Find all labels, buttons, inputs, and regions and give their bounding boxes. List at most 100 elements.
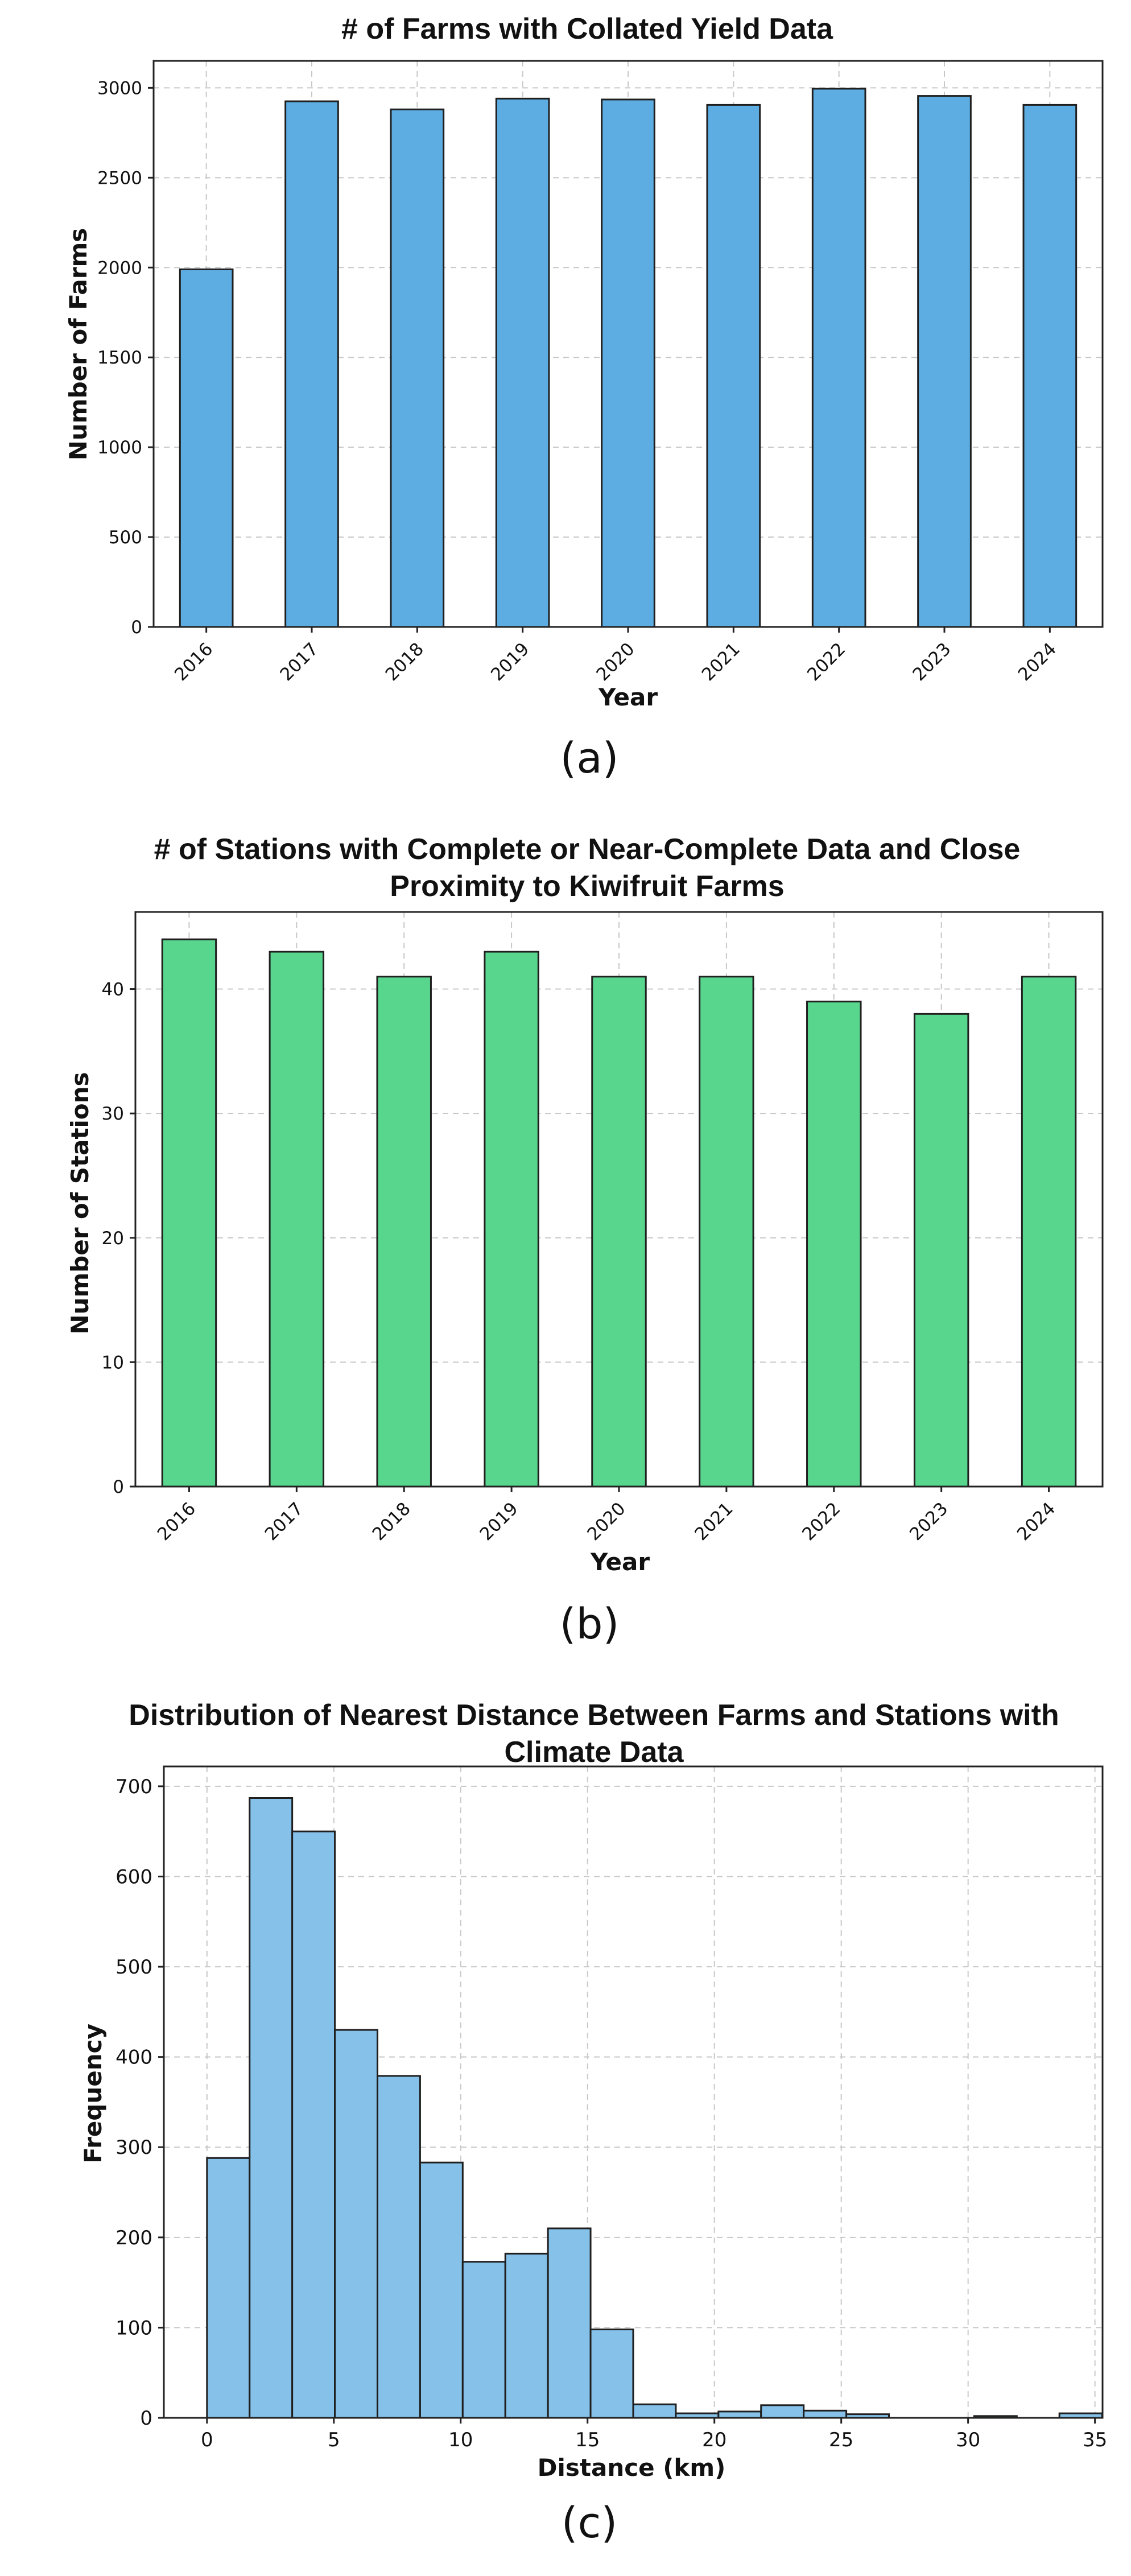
bar-2021	[706, 104, 761, 628]
y-tick-label: 1500	[97, 348, 142, 368]
hist-bin-13	[760, 2404, 805, 2419]
y-tick-label: 1000	[97, 437, 142, 458]
bar-2020	[591, 976, 647, 1488]
x-tick-label: 20	[702, 2429, 727, 2451]
y-tick-label: 20	[102, 1228, 124, 1249]
chart-c-title-line1: Distribution of Nearest Distance Between…	[129, 1699, 1059, 1732]
hist-bin-7	[504, 2252, 549, 2419]
bar-2024	[1022, 104, 1078, 628]
chart-c-xlabel: Distance (km)	[538, 2454, 726, 2482]
chart-a-ylabel: Number of Farms	[64, 228, 92, 461]
x-tick-label: 15	[575, 2429, 600, 2451]
chart-c-ylabel: Frequency	[79, 2024, 107, 2164]
bar-2019	[495, 97, 550, 628]
hist-bin-3	[334, 2029, 378, 2419]
y-tick-label: 10	[102, 1352, 124, 1373]
hist-bin-4	[376, 2075, 421, 2419]
caption-c: (c)	[562, 2499, 617, 2548]
x-tick-label: 2022	[803, 639, 849, 685]
hist-bin-5	[419, 2161, 464, 2419]
hist-bin-6	[461, 2261, 506, 2419]
x-tick-label: 2019	[487, 639, 533, 685]
chart-b-bars	[161, 938, 1077, 1488]
chart-a-bars	[179, 88, 1078, 628]
bar-2020	[601, 98, 655, 628]
x-tick-label: 2023	[909, 639, 955, 685]
chart-a-ticks: 0 500 1000 1500 2000 2500 3000 2016 2017 2018 2019…	[97, 78, 1060, 685]
caption-a: (a)	[560, 734, 618, 783]
panel-a: # of Farms with Collated Yield Data 0 500…	[64, 13, 1104, 783]
chart-b-xlabel: Year	[590, 1548, 650, 1576]
y-tick-label: 500	[115, 1956, 152, 1979]
y-tick-label: 0	[140, 2407, 152, 2430]
x-tick-label: 2017	[276, 639, 322, 685]
bar-2017	[269, 951, 325, 1488]
bar-2017	[284, 100, 339, 628]
x-tick-label: 2017	[261, 1498, 307, 1545]
x-tick-label: 2020	[592, 639, 638, 685]
x-tick-label: 2016	[171, 639, 217, 685]
chart-b-ylabel: Number of Stations	[66, 1072, 94, 1334]
x-tick-label: 2020	[583, 1498, 629, 1545]
bar-2018	[376, 976, 432, 1488]
y-tick-label: 700	[115, 1776, 152, 1798]
chart-b-title-line2: Proximity to Kiwifruit Farms	[390, 870, 784, 903]
y-tick-label: 300	[115, 2136, 152, 2159]
y-tick-label: 2500	[97, 168, 142, 188]
bar-2018	[390, 108, 445, 628]
y-tick-label: 0	[131, 617, 142, 638]
bar-2016	[179, 268, 234, 628]
x-tick-label: 2024	[1013, 1498, 1059, 1545]
x-tick-label: 2022	[798, 1498, 844, 1545]
panel-b: # of Stations with Complete or Near-Comp…	[66, 833, 1104, 1649]
bar-2022	[811, 88, 866, 628]
bar-2023	[917, 95, 972, 628]
bar-2019	[484, 951, 539, 1488]
x-tick-label: 10	[448, 2429, 473, 2451]
hist-bin-0	[206, 2157, 251, 2419]
hist-bin-8	[547, 2227, 592, 2419]
bar-2022	[806, 1000, 862, 1488]
x-tick-label: 2016	[154, 1498, 200, 1545]
y-tick-label: 400	[115, 2046, 152, 2069]
y-tick-label: 500	[109, 527, 142, 548]
x-tick-label: 2023	[906, 1498, 952, 1545]
chart-c-ticks: 0 100 200 300 400 500 600 700 0 5 10 15 20 25 30 35	[115, 1776, 1107, 2451]
hist-bin-14	[803, 2409, 848, 2419]
x-tick-label: 35	[1083, 2429, 1107, 2451]
x-tick-label: 2024	[1014, 639, 1060, 685]
hist-bin-12	[717, 2410, 762, 2419]
hist-bin-10	[632, 2403, 677, 2419]
x-tick-label: 25	[829, 2429, 853, 2451]
bar-2024	[1021, 976, 1077, 1488]
y-tick-label: 2000	[97, 258, 142, 278]
x-tick-label: 2021	[691, 1498, 737, 1545]
y-tick-label: 0	[113, 1477, 124, 1497]
x-tick-label: 2018	[369, 1498, 415, 1545]
y-tick-label: 40	[102, 980, 124, 1000]
bar-2021	[699, 976, 754, 1488]
hist-bin-9	[589, 2329, 634, 2419]
bar-2023	[913, 1013, 969, 1488]
chart-a-title: # of Farms with Collated Yield Data	[341, 13, 833, 46]
caption-b: (b)	[560, 1600, 620, 1649]
x-tick-label: 30	[956, 2429, 980, 2451]
bar-2016	[161, 938, 217, 1488]
chart-a-xlabel: Year	[598, 683, 658, 711]
chart-c-frame	[163, 1765, 1104, 2419]
chart-b-title-line1: # of Stations with Complete or Near-Comp…	[154, 833, 1021, 866]
x-tick-label: 2019	[476, 1498, 522, 1545]
hist-bin-2	[291, 1830, 336, 2419]
hist-bin-1	[249, 1797, 294, 2419]
y-tick-label: 600	[115, 1865, 152, 1888]
x-tick-label: 5	[328, 2429, 340, 2451]
y-tick-label: 30	[102, 1104, 124, 1124]
y-tick-label: 200	[115, 2227, 152, 2249]
x-tick-label: 2021	[698, 639, 744, 685]
x-tick-label: 2018	[382, 639, 428, 685]
chart-c-title-line2: Climate Data	[505, 1736, 684, 1769]
panel-c: Distribution of Nearest Distance Between…	[79, 1699, 1107, 2548]
y-tick-label: 3000	[97, 78, 142, 98]
y-tick-label: 100	[115, 2317, 152, 2339]
